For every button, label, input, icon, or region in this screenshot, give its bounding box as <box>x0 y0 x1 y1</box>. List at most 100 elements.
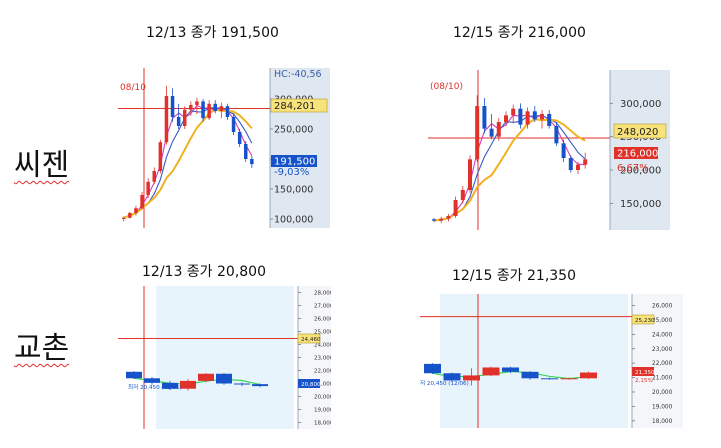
change-percent-label: 2,15% <box>635 378 653 384</box>
marker-label: 저 20,450 (12/06) <box>420 379 469 387</box>
candle-body <box>158 142 163 171</box>
y-tick-label: 150,000 <box>620 199 661 210</box>
candle-body <box>580 372 597 379</box>
candle-body <box>225 106 230 117</box>
y-tick-label: 19,000 <box>314 407 331 413</box>
candle-body <box>424 363 441 374</box>
y-tick-label: 20,000 <box>314 394 331 400</box>
y-tick-label: 20,000 <box>652 390 673 396</box>
candle-body <box>216 373 232 384</box>
candle-body <box>521 371 539 379</box>
candle-body <box>162 382 178 389</box>
candle-body <box>213 103 217 111</box>
candle-body <box>244 144 248 159</box>
candle-body <box>252 384 268 387</box>
candle-body <box>443 373 461 381</box>
last-price-label: 191,500 <box>274 157 315 168</box>
y-tick-label: 250,000 <box>274 124 313 135</box>
candle-body <box>568 158 573 170</box>
candle-body <box>432 219 436 221</box>
candle-body <box>207 103 211 119</box>
candle-body <box>561 143 566 158</box>
candle-body <box>140 195 144 209</box>
candle-body <box>237 132 242 144</box>
y-tick-label: 25,000 <box>652 318 673 324</box>
caption-panel-4: 12/15 종가 21,350 <box>452 268 576 284</box>
ma-line-long <box>433 118 586 222</box>
candle-body <box>128 213 132 218</box>
candle-body <box>198 373 214 381</box>
y-tick-label: 23,000 <box>314 355 331 361</box>
marker-label: 최저 20,450 (12/06) <box>128 383 182 391</box>
candle-body <box>250 159 254 165</box>
candle-body <box>146 181 150 195</box>
y-tick-label: 27,000 <box>314 303 331 309</box>
candle-body <box>201 101 205 119</box>
candle-body <box>183 109 187 126</box>
candle-body <box>180 380 196 389</box>
candle-body <box>496 122 501 137</box>
last-price-label: 21,350 <box>635 370 655 376</box>
y-tick-label: 19,000 <box>652 404 673 410</box>
y-tick-label: 21,000 <box>314 381 331 387</box>
change-percent-label: 6,67% <box>617 163 649 174</box>
candle-body <box>475 106 480 160</box>
candle-body <box>489 128 494 137</box>
chart-panel-kyochon-1215: 26,000 25,000 24,000 23,000 22,000 21,000 20,0… <box>420 294 683 428</box>
caption-panel-3: 12/13 종가 20,800 <box>142 264 266 280</box>
candle-body <box>126 371 142 379</box>
candle-body <box>540 114 544 120</box>
ma-line-short <box>123 104 253 219</box>
last-price-box <box>298 379 320 388</box>
candle-body <box>134 208 138 213</box>
candle-body <box>554 126 559 144</box>
y-tick-label: 18,000 <box>314 420 331 426</box>
reference-value-box <box>613 123 667 139</box>
reference-value-label: 25,230 <box>635 318 655 324</box>
last-price-box <box>271 155 317 167</box>
candle-body <box>525 111 530 125</box>
candle-body <box>195 101 199 105</box>
candle-body <box>541 378 558 380</box>
axis-top-label: HC:-40,56 <box>274 69 322 80</box>
y-tick-label: 21,000 <box>652 376 673 382</box>
candle-body <box>219 106 224 111</box>
y-tick-label: 24,000 <box>652 332 673 338</box>
y-tick-label: 300,000 <box>620 99 661 110</box>
y-tick-label: 24,000 <box>314 342 331 348</box>
candle-body <box>453 200 458 216</box>
candle-body <box>518 108 523 125</box>
ma-line-long <box>123 108 253 219</box>
candle-body <box>122 217 126 219</box>
candle-body <box>446 216 451 219</box>
plot-highlight-background <box>440 294 628 428</box>
chart-panel-seegene-1213: 300,000250,000200,000150,000100,000HC:-4… <box>118 68 330 228</box>
candle-body <box>231 117 236 132</box>
reference-value-box <box>297 333 321 344</box>
candle-body <box>482 367 500 376</box>
y-tick-label: 150,000 <box>274 184 313 195</box>
candle-body <box>234 383 250 385</box>
candle-body <box>144 378 160 383</box>
y-tick-label: 28,000 <box>314 290 331 296</box>
chart-panel-seegene-1215: 300,000250,000200,000150,000(08/10)248,0… <box>428 70 670 230</box>
stock-name-seegene: 씨젠 <box>14 148 70 183</box>
marker-label: (08/10) <box>430 82 463 92</box>
caption-panel-1: 12/13 종가 191,500 <box>146 25 279 41</box>
candle-body <box>547 114 552 126</box>
reference-value-label: 24,460 <box>301 337 321 343</box>
y-tick-label: 22,000 <box>652 361 673 367</box>
y-tick-label: 26,000 <box>314 316 331 322</box>
reference-value-label: 248,020 <box>617 127 658 138</box>
candle-body <box>502 367 519 372</box>
stock-name-kyochon: 교촌 <box>14 331 70 366</box>
candle-body <box>560 378 578 380</box>
chart-panel-kyochon-1213: 28,000 27,000 26,000 25,000 24,000 23,000 22,0… <box>118 286 331 429</box>
change-percent-label: -9,03% <box>274 167 309 178</box>
y-tick-label: 18,000 <box>652 419 673 425</box>
y-tick-label: 200,000 <box>620 166 661 177</box>
last-price-box <box>614 147 658 159</box>
candle-body <box>583 159 588 165</box>
y-tick-label: 100,000 <box>274 214 313 225</box>
y-axis-background <box>270 68 330 228</box>
